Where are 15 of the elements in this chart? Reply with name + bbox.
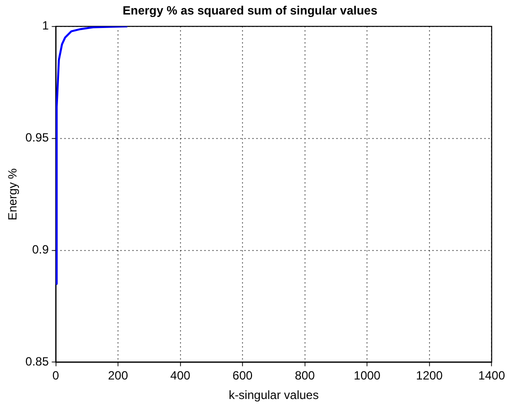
chart-title: Energy % as squared sum of singular values	[122, 4, 378, 18]
y-tick-label: 0.85	[25, 354, 50, 369]
x-tick-label: 1200	[416, 368, 444, 383]
x-tick-label: 800	[294, 368, 316, 383]
x-tick-label: 200	[108, 368, 128, 383]
x-tick-label: 600	[232, 368, 253, 383]
x-axis-title: k-singular values	[228, 388, 319, 402]
x-tick-label: 1000	[354, 368, 381, 383]
x-tick-label: 400	[170, 368, 191, 383]
y-tick-label: 0.95	[25, 130, 50, 145]
x-tick-label: 0	[52, 368, 60, 383]
y-tick-label: 1	[42, 18, 50, 33]
y-tick-label: 0.9	[32, 242, 50, 257]
x-tick-label: 1400	[478, 368, 506, 383]
y-axis-title: Energy %	[6, 168, 20, 220]
